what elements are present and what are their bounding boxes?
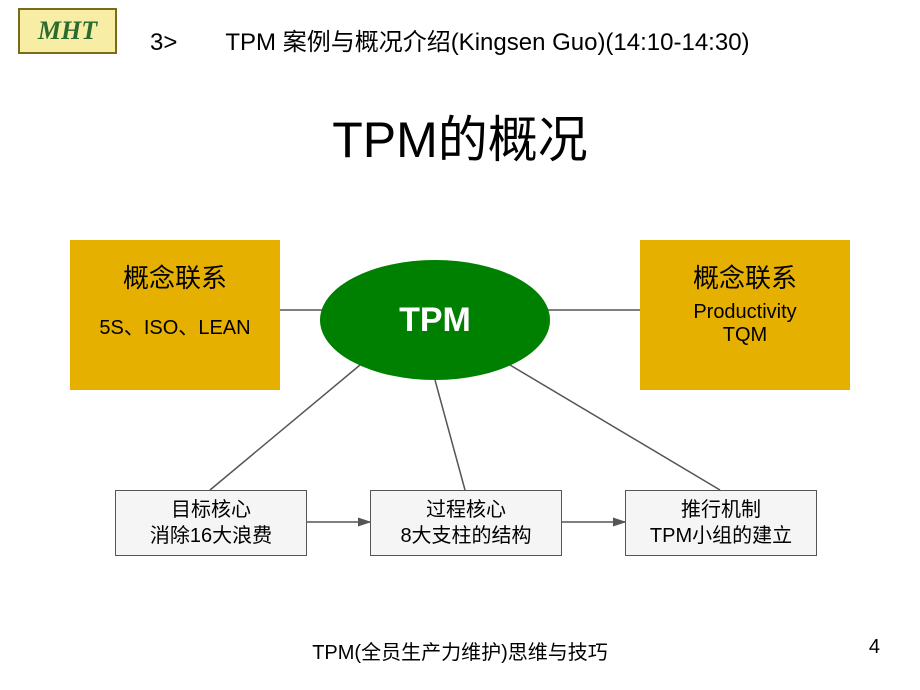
box-right-sub2: TQM xyxy=(640,324,850,347)
bottom-box-1-line2: 消除16大浪费 xyxy=(116,523,306,549)
logo-badge: MHT xyxy=(18,8,117,54)
box-left-title: 概念联系 xyxy=(70,258,280,295)
box-right-title: 概念联系 xyxy=(640,258,850,295)
bottom-box-2: 过程核心 8大支柱的结构 xyxy=(370,490,562,556)
bottom-box-3-line2: TPM小组的建立 xyxy=(626,523,816,549)
slide-header: 3> TPM 案例与概况介绍(Kingsen Guo)(14:10-14:30) xyxy=(150,22,750,57)
box-right-sub1: Productivity xyxy=(640,301,850,324)
bottom-box-2-line2: 8大支柱的结构 xyxy=(371,523,561,549)
concept-box-left: 概念联系 5S、ISO、LEAN xyxy=(70,240,280,390)
center-oval-tpm: TPM xyxy=(320,260,550,380)
slide: MHT 3> TPM 案例与概况介绍(Kingsen Guo)(14:10-14… xyxy=(0,0,920,690)
bottom-box-3-line1: 推行机制 xyxy=(626,497,816,523)
bottom-box-1-line1: 目标核心 xyxy=(116,497,306,523)
page-number: 4 xyxy=(869,636,880,659)
bottom-box-1: 目标核心 消除16大浪费 xyxy=(115,490,307,556)
bottom-box-2-line1: 过程核心 xyxy=(371,497,561,523)
footer-text: TPM(全员生产力维护)思维与技巧 xyxy=(0,636,920,665)
box-left-sub: 5S、ISO、LEAN xyxy=(70,311,280,340)
bottom-box-3: 推行机制 TPM小组的建立 xyxy=(625,490,817,556)
concept-box-right: 概念联系 Productivity TQM xyxy=(640,240,850,390)
slide-title: TPM的概况 xyxy=(0,100,920,172)
